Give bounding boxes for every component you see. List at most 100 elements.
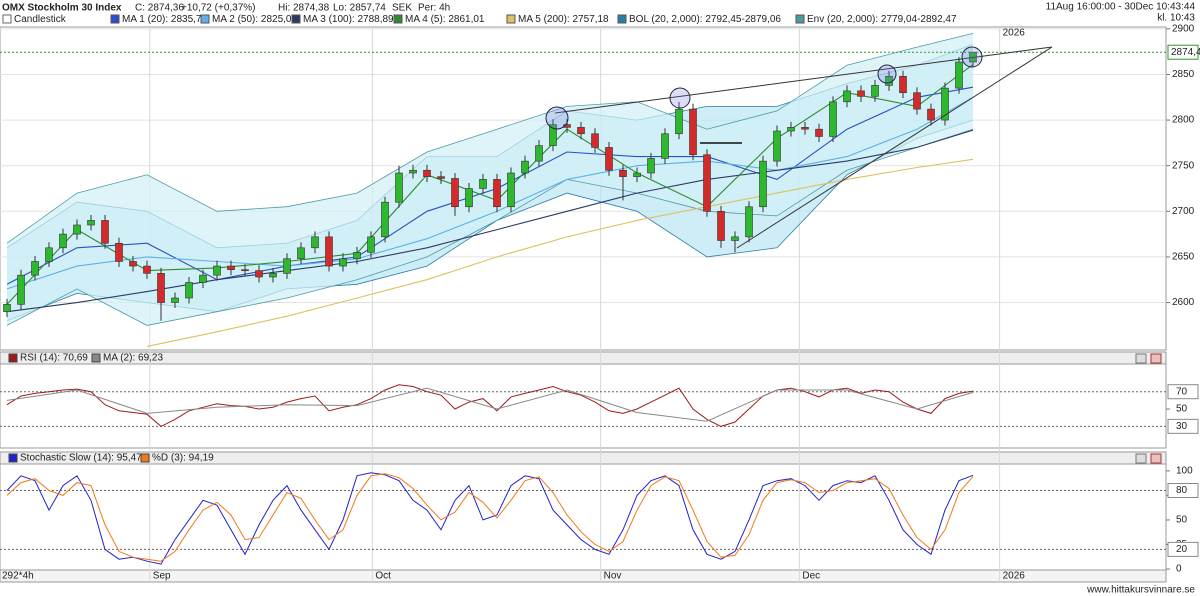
x-tick-label: Dec bbox=[802, 571, 820, 582]
candle-body bbox=[143, 265, 151, 274]
oscillator-line bbox=[6, 387, 974, 422]
candle-body bbox=[913, 92, 921, 110]
clock-text: kl. 10:43 bbox=[1157, 13, 1195, 24]
plot: C: 2874,36+10,72 (+0,37%) Hi: 2874,38 Lo: … bbox=[0, 3, 1200, 582]
candle-body bbox=[87, 220, 95, 226]
candle-body bbox=[479, 179, 487, 189]
band-line bbox=[6, 128, 974, 326]
legend-label: Stochastic Slow (14): 95,47 bbox=[20, 453, 142, 464]
candle-body bbox=[633, 172, 641, 177]
candle-body bbox=[745, 206, 753, 238]
candle-body bbox=[563, 124, 571, 128]
level-label: 80 bbox=[1176, 485, 1188, 496]
candle-body bbox=[759, 160, 767, 208]
candle-body bbox=[535, 145, 543, 162]
legend-swatch bbox=[506, 14, 516, 24]
candle-body bbox=[941, 87, 949, 121]
candle-body bbox=[465, 188, 473, 208]
price-panel bbox=[0, 26, 1167, 351]
oscillator-line bbox=[6, 472, 974, 565]
y-tick-label: 2600 bbox=[1172, 297, 1195, 308]
legend-label: RSI (14): 70,69 bbox=[20, 353, 88, 364]
legend-swatch bbox=[2, 14, 12, 24]
candle-body bbox=[17, 274, 25, 305]
candle-body bbox=[647, 158, 655, 174]
y-tick-label: 2900 bbox=[1172, 23, 1195, 34]
candle-body bbox=[605, 147, 613, 171]
button[interactable] bbox=[1150, 453, 1162, 464]
candle-body bbox=[843, 90, 851, 103]
candle-body bbox=[619, 169, 627, 177]
info-text: SEK bbox=[392, 3, 412, 14]
candle-body bbox=[129, 261, 137, 267]
candle-body bbox=[367, 236, 375, 253]
candle-body bbox=[731, 236, 739, 241]
legend-label: MA 4 (5): 2861,01 bbox=[405, 14, 485, 25]
candle-body bbox=[241, 269, 249, 272]
range-text: 11Aug 16:00:00 - 30Dec 10:43:44 bbox=[1046, 2, 1196, 13]
candle-body bbox=[591, 133, 599, 148]
info-text: C: 2874,36 bbox=[135, 3, 184, 14]
candle-body bbox=[801, 127, 809, 130]
ma-line bbox=[146, 158, 974, 347]
level-box bbox=[1167, 541, 1199, 557]
y-tick-label: 50 bbox=[1176, 404, 1188, 415]
candle-body bbox=[787, 127, 795, 132]
candle-body bbox=[31, 261, 39, 276]
x-tick-label: Nov bbox=[604, 571, 622, 582]
period-label: 292*4h bbox=[2, 571, 34, 582]
oscillator-line bbox=[6, 473, 974, 562]
oscillator-line bbox=[6, 384, 974, 427]
candle-body bbox=[115, 242, 123, 262]
candle-body bbox=[549, 124, 557, 146]
level-label: 30 bbox=[1176, 421, 1188, 432]
y-tick-label: 50 bbox=[1176, 515, 1188, 526]
y-tick-label: 2700 bbox=[1172, 206, 1195, 217]
legend-swatch bbox=[291, 14, 301, 24]
candle-body bbox=[199, 274, 207, 283]
legend-label: MA 1 (20): 2835,76 bbox=[122, 14, 207, 25]
candle-body bbox=[395, 172, 403, 203]
ma-line bbox=[6, 129, 974, 313]
button[interactable] bbox=[1135, 353, 1147, 364]
last-price-label: 2874,4 bbox=[1171, 47, 1200, 58]
legend-label: %D (3): 94,19 bbox=[152, 453, 214, 464]
candle-body bbox=[269, 273, 277, 278]
candle-body bbox=[325, 236, 333, 267]
legend-swatch bbox=[8, 453, 18, 463]
candle-body bbox=[381, 201, 389, 238]
level-box bbox=[1167, 384, 1199, 400]
trend-line bbox=[736, 46, 1053, 249]
candle-body bbox=[773, 130, 781, 162]
level-box bbox=[1167, 418, 1199, 434]
x-tick-label: Sep bbox=[153, 571, 171, 582]
candle-body bbox=[213, 265, 221, 276]
level-label: 70 bbox=[1176, 386, 1188, 397]
x-tick-label: 2026 bbox=[1003, 571, 1026, 582]
info-text: Hi: 2874,38 bbox=[278, 3, 330, 14]
candle-body bbox=[353, 252, 361, 260]
x-tick-label: Oct bbox=[375, 571, 391, 582]
last-price-box bbox=[1167, 44, 1199, 60]
button[interactable] bbox=[1150, 353, 1162, 364]
candle-body bbox=[311, 236, 319, 249]
rsi-header bbox=[0, 351, 1167, 365]
candle-body bbox=[507, 172, 515, 208]
rsi-panel bbox=[0, 363, 1167, 449]
source: www.hittakursvinnare.se bbox=[1086, 585, 1195, 596]
x-axis-bar bbox=[0, 569, 1167, 583]
legend-swatch bbox=[140, 453, 150, 463]
y-tick-label: 2650 bbox=[1172, 252, 1195, 263]
candle-body bbox=[661, 133, 669, 159]
highlight-circle bbox=[669, 87, 691, 109]
legend-swatch bbox=[617, 14, 627, 24]
candle-body bbox=[255, 270, 263, 278]
panel-buttons[interactable] bbox=[1135, 353, 1162, 464]
candle-body bbox=[437, 176, 445, 179]
y-tick-label: 2800 bbox=[1172, 115, 1195, 126]
candle-body bbox=[899, 75, 907, 93]
candle-body bbox=[185, 282, 193, 299]
legend-label: MA 5 (200): 2757,18 bbox=[518, 14, 609, 25]
button[interactable] bbox=[1135, 453, 1147, 464]
legend-swatch bbox=[91, 353, 101, 363]
